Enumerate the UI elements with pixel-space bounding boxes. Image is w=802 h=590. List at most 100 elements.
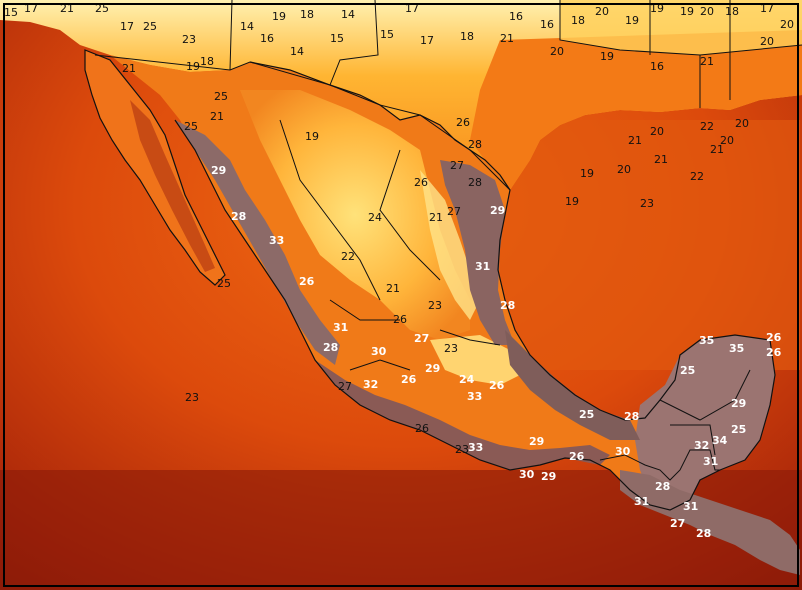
temperature-label: 25 — [95, 2, 109, 15]
temperature-label: 19 — [625, 14, 639, 27]
temperature-label: 28 — [696, 527, 711, 540]
temperature-label: 24 — [368, 211, 382, 224]
central-america — [620, 470, 800, 575]
yucatan-hot — [635, 335, 775, 505]
temperature-label: 25 — [184, 120, 198, 133]
temperature-label: 26 — [456, 116, 470, 129]
temperature-label: 21 — [210, 110, 224, 123]
temperature-label: 30 — [615, 445, 631, 458]
temperature-label: 29 — [490, 204, 505, 217]
temperature-label: 31 — [475, 260, 490, 273]
temperature-label: 20 — [617, 163, 631, 176]
temperature-label: 22 — [700, 120, 714, 133]
sonora-sinaloa-hot — [175, 120, 340, 365]
temperature-label: 29 — [731, 397, 746, 410]
temperature-label: 27 — [670, 517, 685, 530]
central-plateau — [240, 90, 470, 340]
temperature-label: 29 — [541, 470, 556, 483]
temperature-label: 18 — [460, 30, 474, 43]
temperature-label: 17 — [405, 2, 419, 15]
temperature-label: 21 — [60, 2, 74, 15]
temperature-label: 15 — [330, 32, 344, 45]
temperature-label: 28 — [468, 138, 482, 151]
temperature-label: 18 — [571, 14, 585, 27]
temperature-label: 15 — [380, 28, 394, 41]
temperature-label: 21 — [628, 134, 642, 147]
temperature-label: 15 — [4, 6, 18, 19]
temperature-label: 25 — [143, 20, 157, 33]
temperature-label: 33 — [269, 234, 284, 247]
temperature-label: 26 — [393, 313, 407, 326]
temperature-label: 26 — [299, 275, 315, 288]
temperature-label: 26 — [569, 450, 585, 463]
sierra-madre-oriental-cool — [420, 170, 480, 320]
temperature-label: 30 — [371, 345, 387, 358]
temperature-label: 22 — [690, 170, 704, 183]
temperature-label: 31 — [333, 321, 348, 334]
temperature-label: 29 — [529, 435, 544, 448]
temperature-label: 18 — [300, 8, 314, 21]
temperature-label: 35 — [699, 334, 714, 347]
temperature-label: 20 — [760, 35, 774, 48]
temperature-label: 26 — [766, 346, 782, 359]
usa-southeast-hot — [470, 30, 802, 190]
temperature-label: 28 — [468, 176, 482, 189]
temperature-label: 31 — [703, 455, 718, 468]
temperature-label: 19 — [600, 50, 614, 63]
temperature-label: 32 — [363, 378, 378, 391]
temperature-label: 26 — [414, 176, 428, 189]
temperature-label: 14 — [341, 8, 355, 21]
tamaulipas-hot — [440, 160, 515, 345]
temperature-label: 19 — [650, 2, 664, 15]
temperature-label: 25 — [579, 408, 594, 421]
temperature-label: 23 — [185, 391, 199, 404]
temperature-label: 17 — [120, 20, 134, 33]
temperature-label: 20 — [595, 5, 609, 18]
temperature-label: 28 — [323, 341, 338, 354]
temperature-label: 17 — [420, 34, 434, 47]
temperature-label: 21 — [500, 32, 514, 45]
usa-midwest-cool — [560, 0, 802, 55]
temperature-label: 29 — [211, 164, 226, 177]
temperature-label: 32 — [694, 439, 709, 452]
temperature-label: 20 — [780, 18, 794, 31]
temperature-label: 19 — [580, 167, 594, 180]
temperature-label: 31 — [683, 500, 698, 513]
temperature-label: 23 — [640, 197, 654, 210]
temperature-label: 26 — [489, 379, 505, 392]
map-frame — [3, 3, 799, 587]
temperature-label: 27 — [450, 159, 464, 172]
temperature-label: 21 — [386, 282, 400, 295]
temperature-label: 28 — [500, 299, 515, 312]
temperature-label: 16 — [260, 32, 274, 45]
temperature-label: 23 — [428, 299, 442, 312]
temperature-label: 19 — [186, 60, 200, 73]
temperature-label: 19 — [680, 5, 694, 18]
temperature-label: 33 — [468, 441, 483, 454]
temperature-labels: 25 19 26 28 27 26 28 27 24 22 21 26 23 23 21 29 28 33 26 31… — [4, 2, 794, 540]
gulf-warm-band — [500, 120, 800, 370]
temperature-label: 16 — [509, 10, 523, 23]
temperature-label: 26 — [766, 331, 782, 344]
temperature-label: 23 — [455, 443, 469, 456]
temperature-label: 19 — [565, 195, 579, 208]
temperature-label: 30 — [519, 468, 535, 481]
temperature-label: 28 — [624, 410, 639, 423]
temperature-label: 26 — [415, 422, 429, 435]
temperature-label: 31 — [634, 495, 649, 508]
temperature-label: 24 — [459, 373, 475, 386]
temperature-label: 14 — [240, 20, 254, 33]
temperature-label: 14 — [290, 45, 304, 58]
temperature-label: 25 — [217, 277, 231, 290]
temperature-label: 27 — [414, 332, 429, 345]
temperature-label: 28 — [231, 210, 246, 223]
temperature-label: 16 — [650, 60, 664, 73]
temperature-label: 27 — [447, 205, 461, 218]
trans-volcanic-cool — [430, 335, 520, 385]
temperature-label: 21 — [654, 153, 668, 166]
temperature-label: 20 — [720, 134, 734, 147]
temperature-label: 20 — [550, 45, 564, 58]
temperature-label: 29 — [425, 362, 440, 375]
temperature-label: 23 — [182, 33, 196, 46]
